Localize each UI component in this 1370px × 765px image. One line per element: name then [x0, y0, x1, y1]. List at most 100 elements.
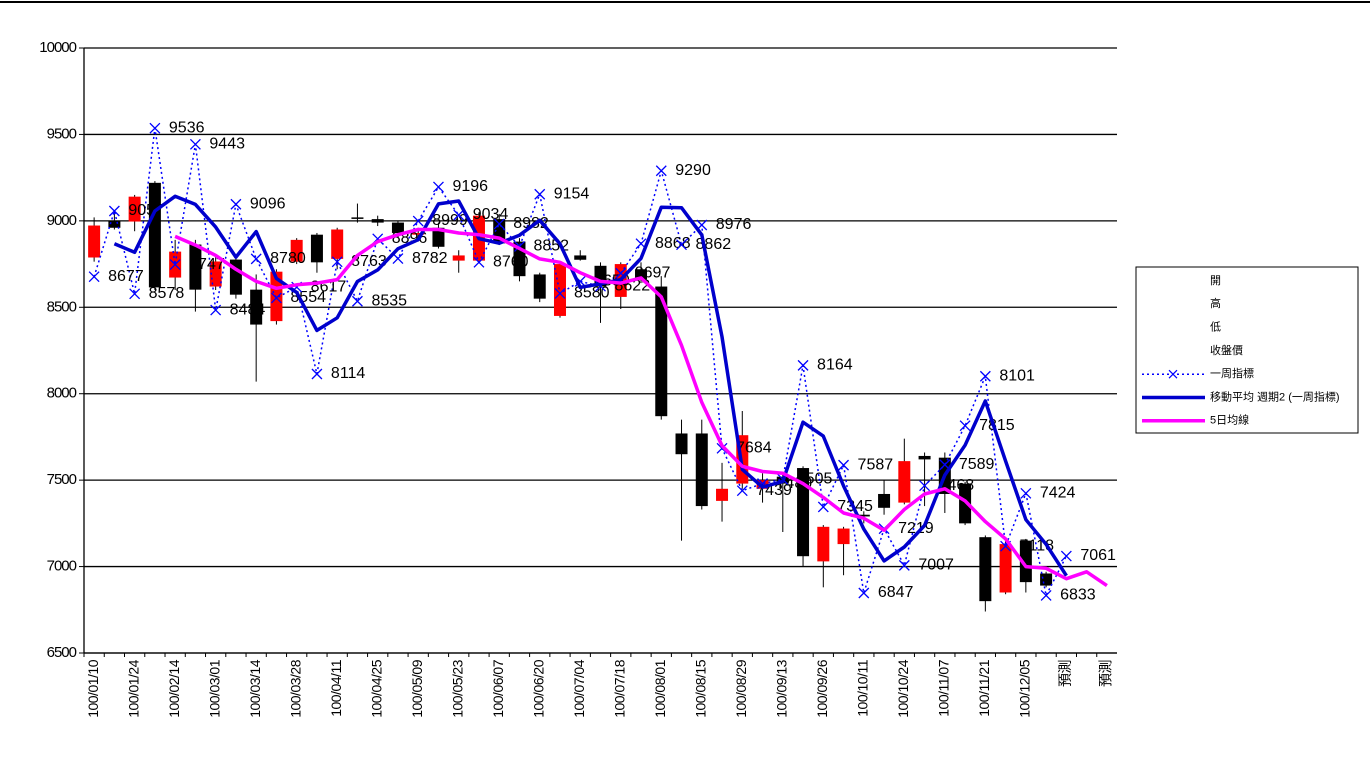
candle-body	[310, 234, 323, 263]
candle-body	[351, 217, 364, 219]
data-label: 9154	[554, 185, 590, 202]
data-label: 7424	[1040, 484, 1076, 501]
data-label: 8780	[270, 250, 306, 267]
line-series	[113, 194, 1068, 577]
candle-body	[999, 544, 1012, 593]
data-label: 7587	[858, 456, 894, 473]
x-marker	[959, 420, 971, 432]
candle-body	[148, 182, 161, 288]
x-tick-label: 100/01/24	[125, 659, 141, 717]
legend-label: 收盤價	[1210, 343, 1243, 357]
x-marker	[919, 480, 931, 492]
data-label: 7007	[918, 557, 954, 574]
data-label: 8101	[999, 367, 1035, 384]
data-label: 8760	[493, 254, 529, 271]
x-marker	[88, 271, 100, 283]
data-label: 8535	[371, 292, 407, 309]
x-tick-label: 100/10/11	[855, 659, 871, 716]
y-tick-label: 6500	[47, 644, 77, 661]
x-marker	[979, 370, 991, 382]
candle-body	[857, 514, 870, 517]
candle-body	[533, 274, 546, 299]
candle-body	[371, 219, 384, 223]
x-tick-label: 100/01/10	[85, 659, 101, 717]
data-label: 6833	[1060, 587, 1096, 604]
data-label: 7684	[736, 440, 772, 457]
candle-body	[675, 433, 688, 455]
x-marker	[189, 138, 201, 150]
x-marker	[210, 304, 222, 316]
x-marker	[655, 165, 667, 177]
data-label: 8164	[817, 357, 853, 374]
candle-body	[979, 537, 992, 602]
legend-label: 高	[1210, 296, 1221, 310]
candle-body	[452, 255, 465, 261]
candle-body	[797, 468, 810, 557]
line-series	[174, 227, 1108, 588]
candle-body	[128, 196, 141, 222]
x-marker	[129, 288, 141, 300]
candle-body	[695, 433, 708, 507]
candle-body	[412, 232, 425, 235]
x-marker	[838, 459, 850, 471]
candle-body	[1019, 540, 1032, 583]
x-marker	[311, 368, 323, 380]
data-label: 7815	[979, 417, 1015, 434]
x-tick-label: 100/08/01	[652, 659, 668, 717]
candle-body	[270, 271, 283, 322]
data-label: 7589	[959, 456, 995, 473]
x-tick-label: 100/05/09	[409, 659, 425, 717]
data-label: 7480	[777, 475, 813, 492]
x-marker	[736, 485, 748, 497]
x-tick-label: 100/06/20	[530, 659, 546, 717]
data-label: 8578	[149, 285, 185, 302]
x-tick-label: 預測	[1057, 660, 1073, 687]
x-marker	[149, 122, 161, 134]
x-tick-label: 100/06/07	[490, 659, 506, 717]
legend-marker	[1168, 369, 1178, 379]
candle-body	[959, 483, 972, 524]
data-label: 9443	[209, 136, 245, 153]
data-label: 6847	[878, 584, 914, 601]
x-tick-label: 100/10/24	[895, 659, 911, 717]
x-marker	[898, 559, 910, 571]
x-tick-label: 100/03/28	[287, 659, 303, 717]
x-tick-label: 預測	[1098, 660, 1114, 687]
x-tick-label: 100/09/13	[773, 659, 789, 717]
x-tick-label: 100/08/29	[733, 659, 749, 717]
x-tick-label: 100/04/11	[328, 659, 344, 716]
x-marker	[1060, 550, 1072, 562]
data-label: 8114	[331, 365, 366, 382]
y-tick-label: 8500	[47, 298, 77, 315]
data-label: 8782	[412, 250, 448, 267]
x-marker	[716, 442, 728, 454]
x-tick-label: 100/04/25	[368, 659, 384, 717]
y-tick-label: 10000	[39, 39, 76, 56]
candle-body	[1040, 573, 1053, 586]
data-label: 9057	[128, 202, 164, 219]
data-label: 8554	[290, 289, 326, 306]
candle-body	[918, 455, 931, 460]
x-marker	[412, 215, 424, 227]
candle-body	[574, 255, 587, 260]
data-label: 8999	[432, 212, 468, 229]
y-tick-label: 8000	[47, 385, 77, 402]
x-marker	[433, 181, 444, 193]
candle-body	[635, 269, 648, 280]
x-marker	[676, 239, 687, 251]
data-label: 9536	[169, 119, 205, 136]
candle-body	[655, 286, 668, 417]
data-label: 8747	[189, 256, 225, 273]
x-marker	[453, 209, 465, 221]
x-marker	[270, 292, 282, 304]
x-tick-label: 100/07/04	[571, 659, 587, 717]
x-marker	[534, 188, 546, 200]
x-tick-label: 100/05/23	[449, 659, 465, 717]
x-tick-label: 100/09/26	[814, 659, 830, 717]
y-tick-label: 7000	[47, 558, 77, 575]
x-tick-label: 100/08/15	[692, 659, 708, 717]
candle-body	[88, 225, 101, 258]
y-tick-label: 9500	[47, 125, 77, 142]
